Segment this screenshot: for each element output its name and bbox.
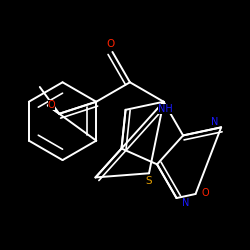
- Text: N: N: [210, 117, 218, 127]
- Text: S: S: [146, 176, 152, 186]
- Text: O: O: [106, 39, 114, 49]
- Text: NH: NH: [158, 104, 172, 114]
- Text: N: N: [182, 198, 189, 207]
- Text: O: O: [202, 188, 209, 198]
- Text: O: O: [48, 100, 55, 110]
